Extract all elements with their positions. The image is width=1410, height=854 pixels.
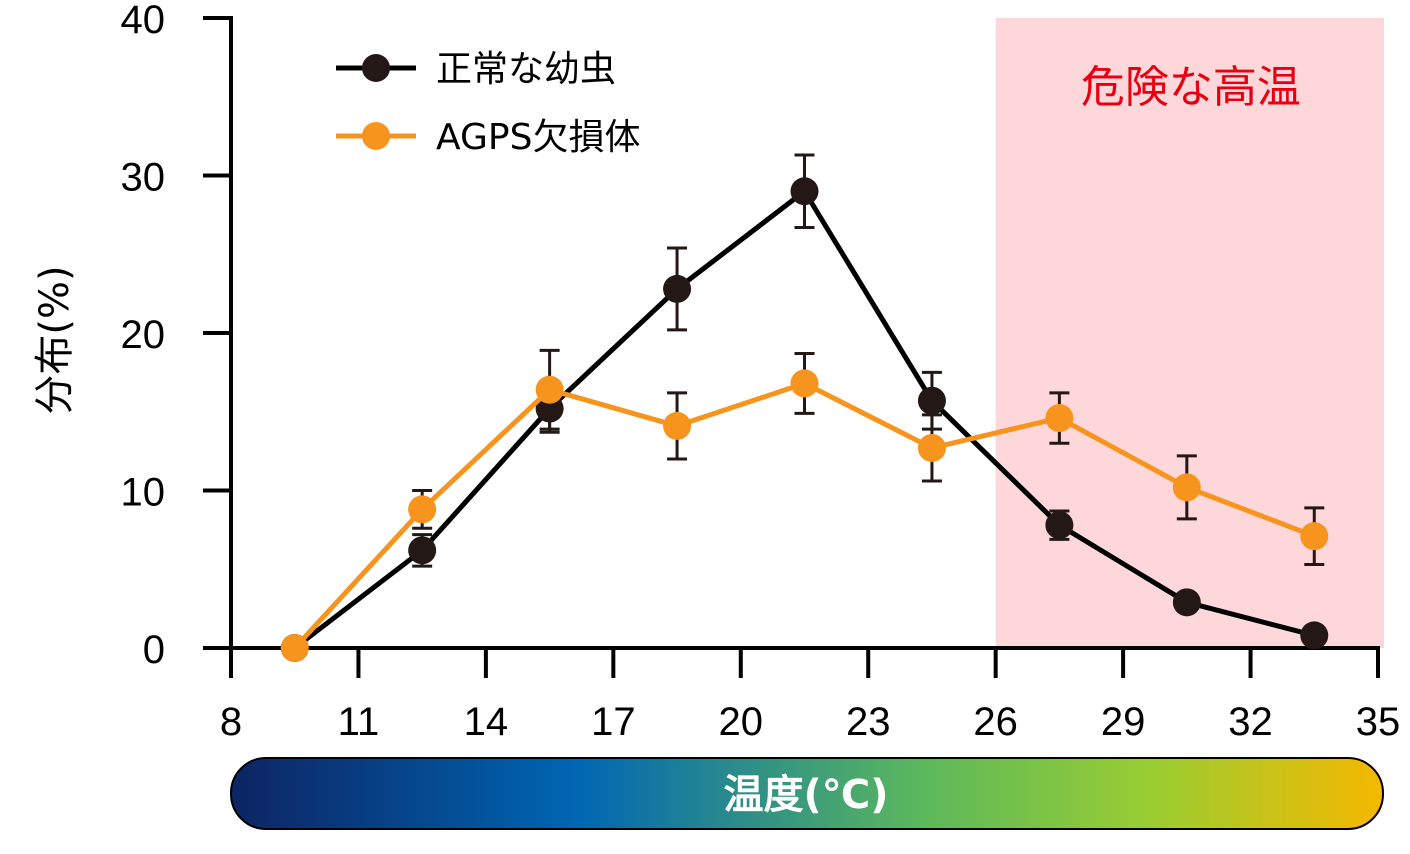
y-tick-label: 0 — [143, 628, 165, 672]
x-axis-ticks: 8 11 14 17 20 23 26 29 32 35 — [220, 648, 1400, 744]
data-point — [1172, 473, 1201, 502]
series-1 — [280, 348, 1329, 662]
data-point — [1172, 588, 1201, 617]
x-tick-label: 32 — [1228, 700, 1273, 744]
data-point — [1300, 621, 1329, 650]
data-point — [1045, 511, 1074, 540]
y-axis-label: 分布(%) — [32, 265, 78, 414]
x-tick-label: 8 — [220, 700, 242, 744]
data-point — [917, 433, 946, 462]
x-tick-label: 26 — [973, 700, 1018, 744]
data-point — [790, 369, 819, 398]
y-tick-label: 30 — [121, 156, 166, 200]
y-tick-label: 20 — [121, 313, 166, 357]
legend-label-agps: AGPS欠損体 — [436, 117, 640, 158]
data-point — [663, 274, 692, 303]
x-tick-label: 23 — [846, 700, 891, 744]
data-point — [408, 495, 437, 524]
legend: 正常な幼虫 AGPS欠損体 — [336, 49, 640, 158]
legend-marker-normal — [362, 54, 390, 82]
data-point — [917, 386, 946, 415]
series-layer — [280, 153, 1329, 662]
y-tick-label: 10 — [121, 471, 166, 515]
x-tick-label: 17 — [591, 700, 636, 744]
x-tick-label: 20 — [719, 700, 764, 744]
legend-item-agps: AGPS欠損体 — [336, 117, 640, 158]
legend-item-normal: 正常な幼虫 — [336, 49, 616, 90]
data-point — [1045, 404, 1074, 433]
temperature-gradient-bar — [230, 757, 1384, 830]
x-tick-label: 29 — [1101, 700, 1146, 744]
y-tick-label: 40 — [121, 0, 166, 42]
data-point — [663, 411, 692, 440]
y-axis-ticks: 0 10 20 30 40 — [121, 0, 231, 672]
x-tick-label: 11 — [338, 700, 380, 744]
data-point — [1300, 522, 1329, 551]
legend-marker-agps — [362, 122, 390, 150]
data-point — [280, 634, 309, 662]
x-axis-label: 温度(℃) — [724, 772, 889, 818]
data-point — [408, 536, 437, 565]
x-tick-label: 35 — [1356, 700, 1401, 744]
danger-zone-label: 危険な高温 — [1081, 62, 1301, 113]
data-point — [535, 375, 564, 404]
data-point — [790, 177, 819, 206]
x-tick-label: 14 — [464, 700, 509, 744]
legend-label-normal: 正常な幼虫 — [436, 49, 616, 90]
